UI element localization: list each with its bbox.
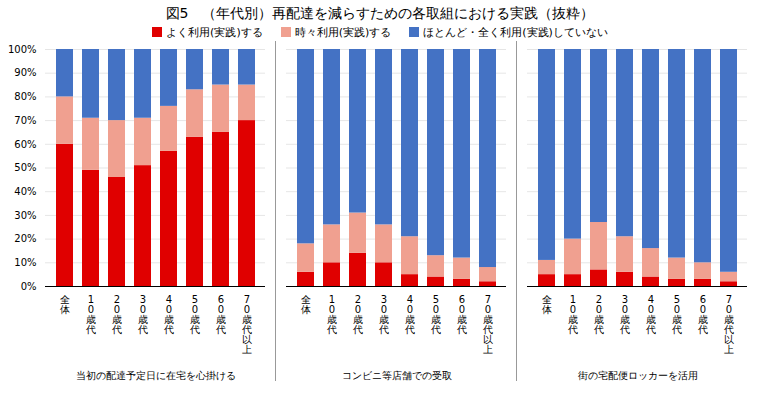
svg-text:20歳代: 20歳代 (593, 294, 604, 335)
svg-text:60歳代: 60歳代 (215, 294, 226, 335)
svg-text:40歳代: 40歳代 (645, 294, 656, 335)
svg-text:20歳代: 20歳代 (111, 294, 122, 335)
svg-text:コンビニ等店舗での受取: コンビニ等店舗での受取 (342, 370, 452, 381)
svg-text:40歳代: 40歳代 (163, 294, 174, 335)
svg-text:10歳代: 10歳代 (567, 294, 578, 335)
svg-text:70歳代以上: 70歳代以上 (241, 294, 252, 355)
svg-text:90%: 90% (14, 67, 36, 78)
svg-text:30歳代: 30歳代 (619, 294, 630, 335)
svg-text:10歳代: 10歳代 (85, 294, 96, 335)
svg-text:50%: 50% (14, 162, 36, 173)
svg-text:当初の配達予定日に在宅を心掛ける: 当初の配達予定日に在宅を心掛ける (76, 370, 236, 381)
svg-text:70歳代以上: 70歳代以上 (723, 294, 734, 355)
svg-text:10歳代: 10歳代 (326, 294, 337, 335)
svg-text:全体: 全体 (542, 294, 552, 315)
svg-text:50歳代: 50歳代 (189, 294, 200, 335)
svg-text:30歳代: 30歳代 (137, 294, 148, 335)
svg-text:40歳代: 40歳代 (404, 294, 415, 335)
svg-text:60%: 60% (14, 139, 36, 150)
svg-text:70歳代以上: 70歳代以上 (482, 294, 493, 355)
svg-text:100%: 100% (8, 44, 37, 55)
svg-text:50歳代: 50歳代 (430, 294, 441, 335)
svg-text:20歳代: 20歳代 (352, 294, 363, 335)
html-text:時々利用(実践)する: 時々利用(実践)する (294, 25, 392, 39)
svg-text:40%: 40% (14, 186, 36, 197)
svg-text:0%: 0% (21, 281, 37, 292)
html-text:ほとんど・全く利用(実践)していない: ほとんど・全く利用(実践)していない (423, 25, 608, 39)
svg-text:60歳代: 60歳代 (456, 294, 467, 335)
html-text:図5 （年代別）再配達を減らすための各取組における実践（抜粋: 図5 （年代別）再配達を減らすための各取組における実践（抜粋） (165, 5, 595, 21)
svg-text:全体: 全体 (60, 294, 70, 315)
svg-text:50歳代: 50歳代 (671, 294, 682, 335)
svg-text:街の宅配便ロッカーを活用: 街の宅配便ロッカーを活用 (578, 370, 698, 381)
svg-text:10%: 10% (14, 257, 36, 268)
svg-text:60歳代: 60歳代 (697, 294, 708, 335)
svg-text:80%: 80% (14, 91, 36, 102)
svg-text:70%: 70% (14, 115, 36, 126)
html-text:よく利用(実践)する: よく利用(実践)する (166, 25, 263, 39)
svg-text:30%: 30% (14, 210, 36, 221)
svg-text:30歳代: 30歳代 (378, 294, 389, 335)
svg-text:20%: 20% (14, 233, 36, 244)
svg-text:全体: 全体 (301, 294, 311, 315)
